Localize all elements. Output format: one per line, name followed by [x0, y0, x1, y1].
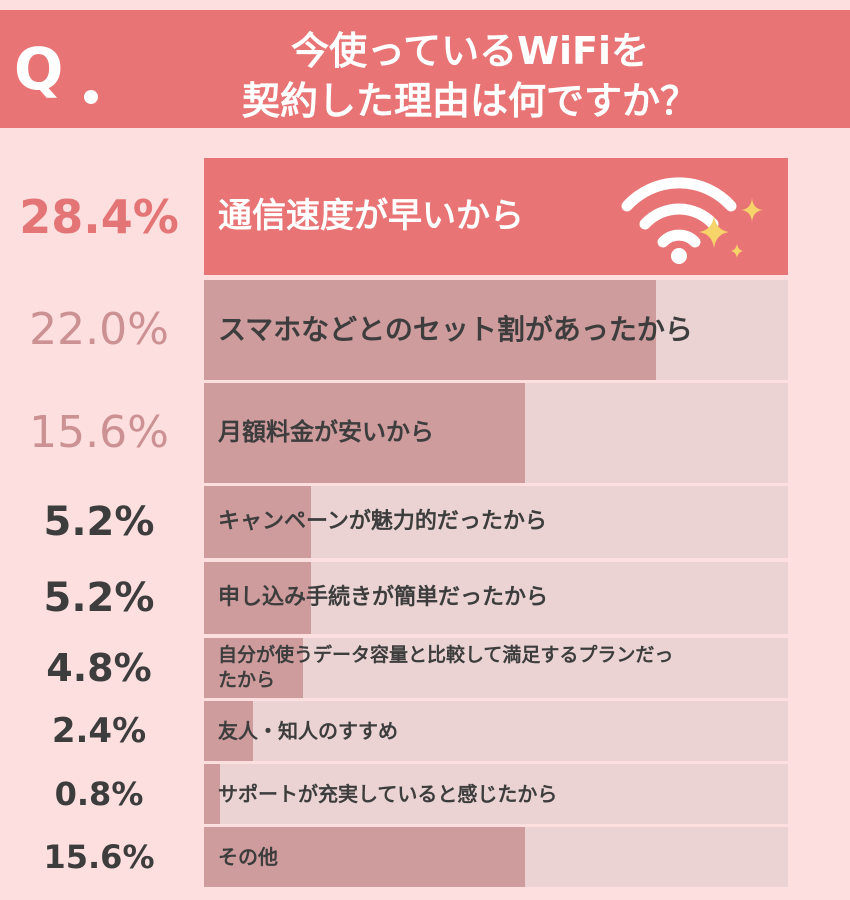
question-line-1: 今使っているWiFiを: [290, 29, 650, 73]
bar: [204, 562, 311, 634]
bar: [204, 638, 303, 698]
bar-track: 自分が使うデータ容量と比較して満足するプランだったから: [204, 638, 788, 698]
q-mark: Q: [14, 35, 64, 103]
bar-track: サポートが充実していると感じたから: [204, 764, 788, 824]
bar: [204, 158, 788, 275]
category-label: その他: [218, 845, 278, 869]
bar: [204, 827, 525, 887]
sparkle-icon: [699, 216, 729, 248]
value-label: 5.2%: [43, 575, 155, 621]
value-label: 15.6%: [29, 407, 169, 458]
q-dot: [84, 90, 98, 104]
bar-track: 通信速度が早いから: [204, 158, 788, 275]
bar-track: 友人・知人のすすめ: [204, 701, 788, 761]
sparkle-icon: [731, 244, 743, 258]
category-label: 申し込み手続きが簡単だったから: [218, 584, 549, 610]
sparkle-icon: [741, 198, 763, 222]
value-label: 28.4%: [19, 189, 179, 244]
bar: [204, 383, 525, 483]
bar-track: スマホなどとのセット割があったから: [204, 280, 788, 380]
category-label: 月額料金が安いから: [218, 418, 434, 447]
category-label: スマホなどとのセット割があったから: [218, 312, 693, 346]
bar: [204, 764, 221, 824]
category-label: 友人・知人のすすめ: [218, 719, 398, 743]
bar: [204, 280, 657, 380]
bar-track: その他: [204, 827, 788, 887]
bar: [204, 486, 311, 558]
wifi-icon: [621, 177, 763, 264]
value-label: 22.0%: [29, 304, 169, 355]
bar-track: キャンペーンが魅力的だったから: [204, 486, 788, 558]
bar: [204, 701, 254, 761]
value-label: 5.2%: [43, 499, 155, 545]
value-label: 4.8%: [46, 646, 152, 690]
value-label: 15.6%: [43, 838, 155, 876]
bar-track: 申し込み手続きが簡単だったから: [204, 562, 788, 634]
question-line-2: 契約した理由は何ですか？: [241, 79, 698, 123]
category-label: キャンペーンが魅力的だったから: [218, 508, 547, 534]
category-label: 自分が使うデータ容量と比較して満足するプランだったから: [218, 644, 674, 691]
category-label: サポートが充実していると感じたから: [218, 782, 558, 806]
value-label: 2.4%: [51, 711, 147, 751]
value-label: 0.8%: [54, 775, 144, 813]
bar-track: 月額料金が安いから: [204, 383, 788, 483]
category-label: 通信速度が早いから: [218, 196, 524, 237]
question-header: Q 今使っているWiFiを 契約した理由は何ですか？: [0, 10, 850, 128]
